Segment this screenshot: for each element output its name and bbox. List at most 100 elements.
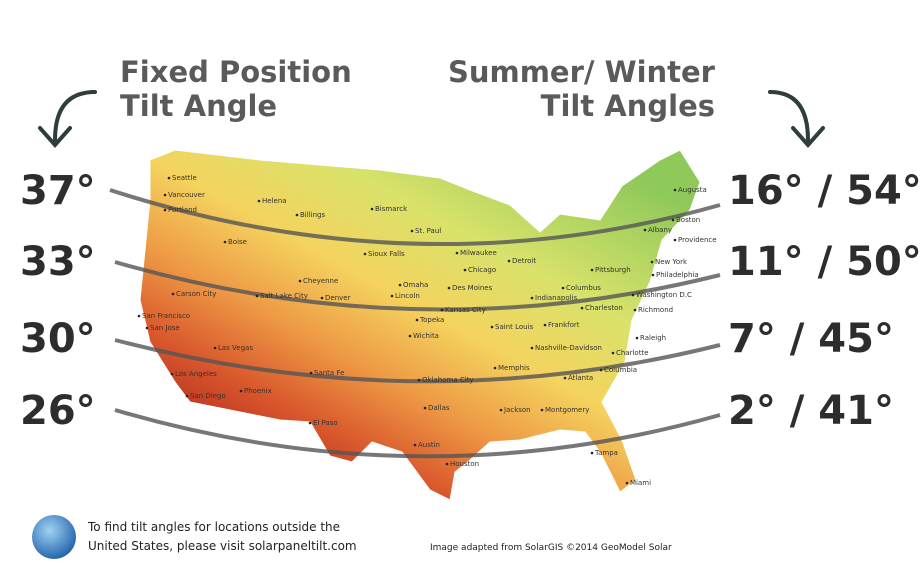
city-label: Richmond <box>638 306 673 314</box>
city-dot <box>417 378 421 382</box>
city-label: Montgomery <box>545 406 589 414</box>
city-dot <box>540 408 544 412</box>
city-dot <box>239 389 243 393</box>
left-title: Tilt Angle <box>120 89 277 123</box>
city-label: Columbia <box>604 366 637 374</box>
city-label: Boston <box>676 216 700 224</box>
city-label: Carson City <box>176 290 216 298</box>
city-dot <box>499 408 503 412</box>
arrow-head <box>791 126 825 149</box>
arrow-head <box>38 126 72 149</box>
seasonal-angle: 16° / 54° <box>728 168 920 214</box>
city-dot <box>563 376 567 380</box>
city-label: Topeka <box>419 316 444 324</box>
city-label: Frankfort <box>548 321 580 329</box>
city-dot <box>633 308 637 312</box>
city-label: Salt Lake City <box>260 292 308 300</box>
city-label: Milwaukee <box>460 249 497 257</box>
city-dot <box>651 273 655 277</box>
city-label: Atlanta <box>568 374 593 382</box>
arrow <box>53 90 97 142</box>
city-label: Lincoln <box>395 292 420 300</box>
city-label: Santa Fe <box>314 369 344 377</box>
city-label: Charlotte <box>616 349 649 357</box>
fixed-angle: 26° <box>20 388 96 434</box>
fixed-angle: 30° <box>20 316 96 362</box>
city-dot <box>163 208 167 212</box>
city-dot <box>561 286 565 290</box>
city-label: Kansas City <box>445 306 486 314</box>
city-dot <box>463 268 467 272</box>
city-label: Austin <box>418 441 440 449</box>
city-label: Detroit <box>512 257 536 265</box>
footer-note: United States, please visit solarpanelti… <box>88 539 357 553</box>
city-dot <box>298 279 302 283</box>
city-dot <box>363 252 367 256</box>
city-label: Seattle <box>172 174 197 182</box>
city-label: Vancouver <box>168 191 205 199</box>
city-label: San Francisco <box>142 312 190 320</box>
city-dot <box>163 193 167 197</box>
city-dot <box>507 259 511 263</box>
city-dot <box>490 325 494 329</box>
city-label: Helena <box>262 197 287 205</box>
city-dot <box>671 218 675 222</box>
city-dot <box>408 334 412 338</box>
left-title: Fixed Position <box>120 55 352 89</box>
seasonal-angle: 2° / 41° <box>728 388 894 434</box>
city-dot <box>445 462 449 466</box>
city-label: St. Paul <box>415 227 441 235</box>
city-dot <box>398 283 402 287</box>
globe-icon <box>32 515 76 559</box>
city-dot <box>185 394 189 398</box>
city-label: Billings <box>300 211 325 219</box>
city-dot <box>415 318 419 322</box>
city-dot <box>309 371 313 375</box>
city-label: Tampa <box>594 449 618 457</box>
city-dot <box>171 292 175 296</box>
city-dot <box>390 294 394 298</box>
city-dot <box>673 238 677 242</box>
arrow <box>768 90 810 142</box>
city-label: New York <box>655 258 688 266</box>
city-dot <box>370 207 374 211</box>
city-label: Des Moines <box>452 284 493 292</box>
city-dot <box>530 346 534 350</box>
right-title: Summer/ Winter <box>448 55 716 89</box>
city-dot <box>255 294 259 298</box>
city-dot <box>530 296 534 300</box>
fixed-angle: 37° <box>20 168 96 214</box>
city-dot <box>543 323 547 327</box>
city-label: Bismarck <box>375 205 408 213</box>
city-label: Phoenix <box>244 387 272 395</box>
credit: Image adapted from SolarGIS ©2014 GeoMod… <box>430 543 672 553</box>
city-label: Charleston <box>585 304 623 312</box>
city-dot <box>295 213 299 217</box>
city-label: Jackson <box>503 406 531 414</box>
city-dot <box>599 368 603 372</box>
city-label: Albany <box>648 226 672 234</box>
city-label: El Paso <box>313 419 338 427</box>
city-label: San Jose <box>150 324 180 332</box>
city-dot <box>257 199 261 203</box>
city-label: Augusta <box>678 186 707 194</box>
city-label: Cheyenne <box>303 277 338 285</box>
city-dot <box>423 406 427 410</box>
right-title: Tilt Angles <box>541 89 715 123</box>
city-dot <box>413 443 417 447</box>
arrows <box>38 90 825 149</box>
city-label: Nashville-Davidson <box>535 344 602 352</box>
seasonal-angle: 11° / 50° <box>728 239 920 285</box>
city-dot <box>635 336 639 340</box>
city-label: Saint Louis <box>495 323 534 331</box>
city-label: Houston <box>450 460 479 468</box>
city-label: Wichita <box>413 332 439 340</box>
city-label: Las Vegas <box>218 344 253 352</box>
city-dot <box>447 286 451 290</box>
city-label: Sioux Falls <box>368 250 405 258</box>
band-line <box>109 188 721 247</box>
city-dot <box>308 421 312 425</box>
city-label: Columbus <box>566 284 601 292</box>
city-label: Indianapolis <box>535 294 578 302</box>
